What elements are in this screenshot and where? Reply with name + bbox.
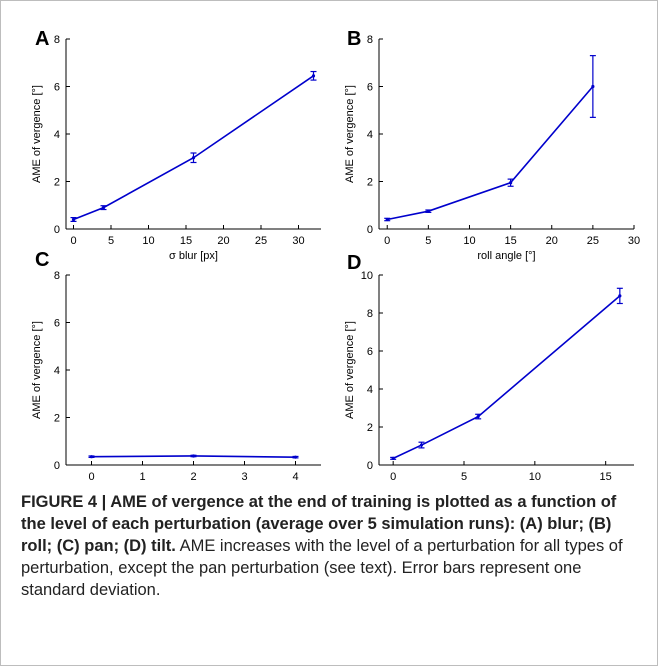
y-tick-label: 8 [367, 34, 373, 46]
y-axis-label: AME of vergence [°] [31, 321, 43, 419]
figure-caption: FIGURE 4 | AME of vergence at the end of… [21, 491, 641, 601]
x-tick-label: 4 [292, 471, 298, 481]
panel-c: C0123402468pan angle [°]AME of vergence … [31, 249, 321, 481]
data-point [385, 217, 389, 222]
x-tick-label: 0 [70, 235, 76, 247]
data-point [191, 454, 196, 458]
x-tick-label: 0 [384, 235, 390, 247]
x-tick-label: 25 [255, 235, 267, 247]
caption-bold: FIGURE 4 | AME of vergence at the end of… [21, 493, 617, 555]
x-tick-label: 5 [108, 235, 114, 247]
y-tick-label: 0 [54, 224, 60, 236]
x-tick-label: 25 [587, 235, 599, 247]
data-point [391, 456, 395, 460]
y-tick-label: 2 [367, 177, 373, 189]
y-tick-label: 6 [54, 82, 60, 94]
data-point [618, 294, 622, 298]
y-axis-label: AME of vergence [°] [31, 85, 43, 183]
y-tick-label: 4 [367, 384, 373, 396]
x-tick-label: 15 [600, 471, 612, 481]
data-point [591, 84, 595, 89]
panel-d: D0510150246810tilt angle [°]AME of verge… [344, 252, 634, 481]
x-tick-label: 5 [425, 235, 431, 247]
x-tick-label: 20 [217, 235, 229, 247]
x-axis-label: σ blur [px] [169, 250, 218, 262]
data-point [191, 156, 196, 160]
y-tick-label: 4 [54, 129, 60, 141]
x-tick-label: 1 [139, 471, 145, 481]
panel-b: B 0 5 10 15 20 25 30 0 2 4 6 8 roll angle [°] AME of v… [344, 28, 640, 262]
y-tick-label: 2 [54, 177, 60, 189]
x-tick-label: 15 [180, 235, 192, 247]
y-tick-label: 0 [367, 460, 373, 472]
data-point [311, 74, 316, 78]
x-tick-label: 30 [292, 235, 304, 247]
x-tick-label: 10 [463, 235, 475, 247]
y-tick-label: 4 [367, 129, 373, 141]
panel-a: A 0 5 10 15 20 25 30 0 2 4 6 8 σ blur [px] AME of verg… [31, 28, 321, 262]
y-tick-label: 0 [367, 224, 373, 236]
y-tick-label: 8 [54, 34, 60, 46]
panel-letter: B [347, 28, 361, 50]
y-tick-label: 4 [54, 365, 60, 377]
x-tick-label: 5 [461, 471, 467, 481]
data-point [476, 414, 480, 419]
y-tick-label: 6 [54, 318, 60, 330]
series-line [387, 85, 594, 221]
x-tick-label: 2 [190, 471, 196, 481]
x-axis-label: roll angle [°] [477, 250, 535, 262]
panel-letter: C [35, 249, 49, 271]
data-point [89, 455, 94, 459]
panel-letter: A [35, 28, 49, 50]
data-point [426, 209, 430, 213]
series-line [73, 75, 314, 221]
x-tick-label: 30 [628, 235, 640, 247]
y-tick-label: 6 [367, 82, 373, 94]
data-point [419, 443, 424, 447]
panel-letter: D [347, 252, 361, 274]
x-tick-label: 0 [390, 471, 396, 481]
caption-text: AME increases with the level of a pertur… [21, 537, 623, 599]
x-tick-label: 20 [546, 235, 558, 247]
y-tick-label: 8 [54, 270, 60, 282]
data-point [509, 181, 513, 185]
y-tick-label: 0 [54, 460, 60, 472]
x-tick-label: 0 [88, 471, 94, 481]
series-line [392, 295, 621, 460]
data-point [101, 206, 106, 210]
x-tick-label: 15 [504, 235, 516, 247]
x-tick-label: 10 [142, 235, 154, 247]
y-tick-label: 2 [54, 413, 60, 425]
y-tick-label: 10 [361, 270, 373, 282]
y-axis-label: AME of vergence [°] [344, 85, 356, 183]
y-tick-label: 8 [367, 308, 373, 320]
data-point [71, 217, 76, 222]
x-tick-label: 10 [529, 471, 541, 481]
data-point [293, 455, 298, 459]
y-tick-label: 2 [367, 422, 373, 434]
y-axis-label: AME of vergence [°] [344, 321, 356, 419]
y-tick-label: 6 [367, 346, 373, 358]
x-tick-label: 3 [241, 471, 247, 481]
